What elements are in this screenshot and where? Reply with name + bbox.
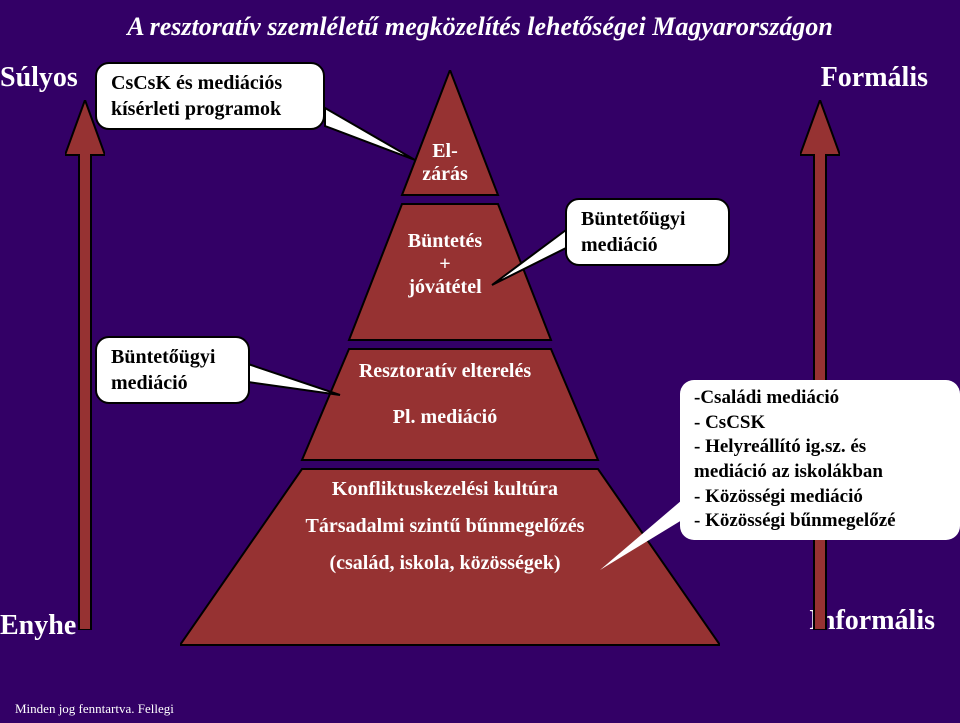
callout1-line1: CsCsK és mediációs (111, 72, 282, 94)
callout4-line6: - Közösségi bűnmegelőzé (694, 510, 896, 531)
callout2-line1: Büntetőügyi (111, 346, 215, 368)
callout4-line3: - Helyreállító ig.sz. és (694, 436, 866, 457)
callout4-line5: - Közösségi mediáció (694, 486, 863, 507)
callout1-line2: kísérleti programok (111, 98, 281, 120)
callout3-line1: Büntetőügyi (581, 208, 685, 230)
callout-mediation-right: Büntetőügyi mediáció (565, 198, 730, 266)
callout-informal-list: -Családi mediáció - CsCSK - Helyreállító… (680, 380, 960, 540)
callout4-line4: mediáció az iskolákban (694, 461, 883, 482)
callout-cscsK-programs: CsCsK és mediációs kísérleti programok (95, 62, 325, 130)
callout4-line2: - CsCSK (694, 412, 765, 433)
callout-mediation-left: Büntetőügyi mediáció (95, 336, 250, 404)
callout4-line1: -Családi mediáció (694, 387, 839, 408)
callout3-line2: mediáció (581, 234, 658, 256)
copyright-footer: Minden jog fenntartva. Fellegi (15, 701, 174, 717)
callout2-line2: mediáció (111, 372, 188, 394)
